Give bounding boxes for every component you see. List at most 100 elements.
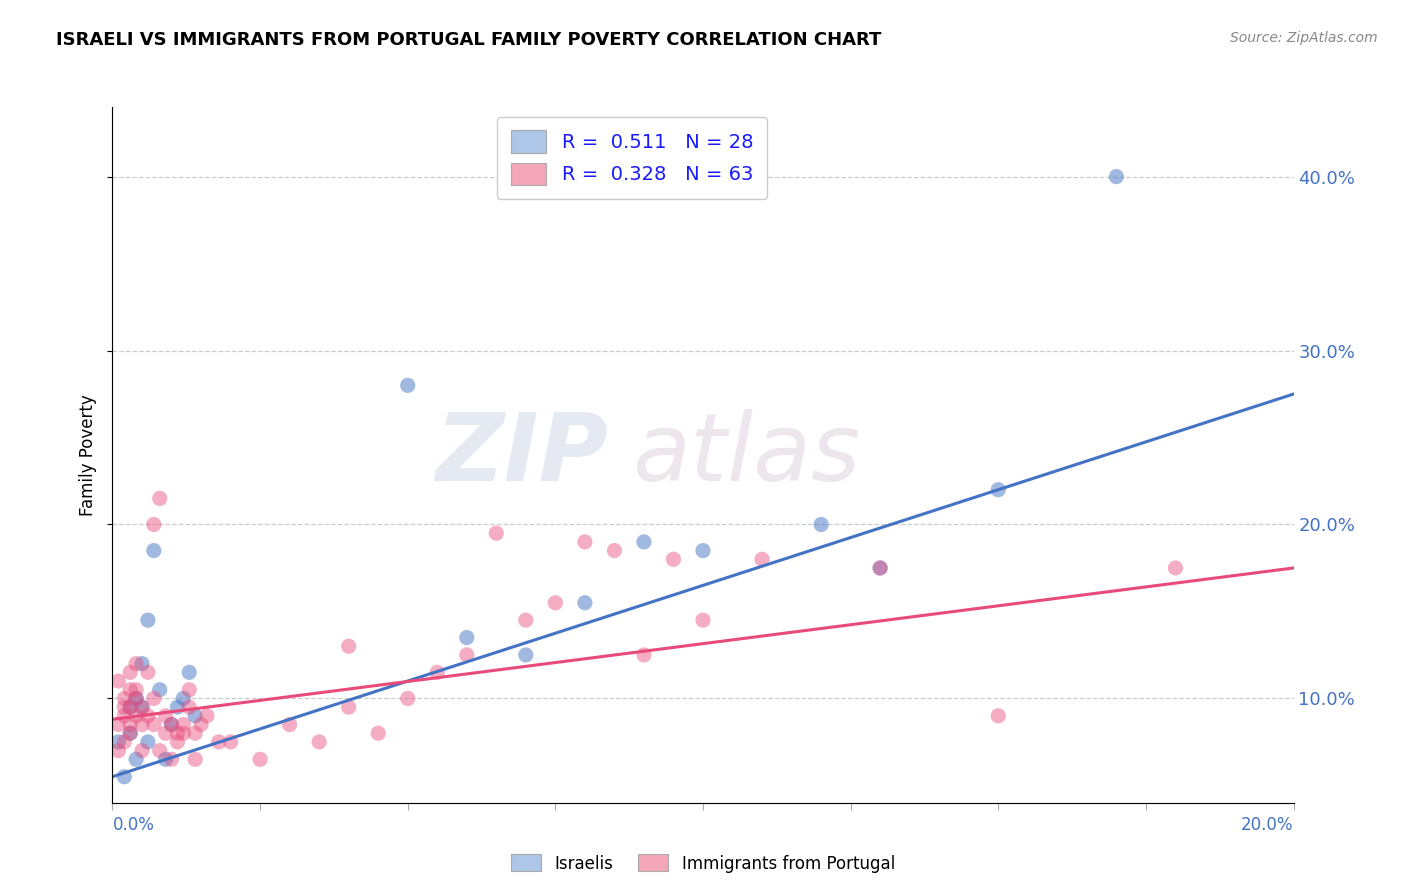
Point bbox=[112, 708, 135, 723]
Point bbox=[456, 648, 478, 662]
Point bbox=[120, 665, 142, 680]
Point bbox=[125, 752, 148, 766]
Point bbox=[515, 648, 537, 662]
Point bbox=[166, 735, 188, 749]
Point bbox=[160, 717, 183, 731]
Point bbox=[751, 552, 773, 566]
Point bbox=[692, 613, 714, 627]
Point bbox=[179, 682, 201, 697]
Point bbox=[142, 717, 165, 731]
Point bbox=[142, 517, 165, 532]
Point bbox=[574, 596, 596, 610]
Point bbox=[125, 691, 148, 706]
Text: ISRAELI VS IMMIGRANTS FROM PORTUGAL FAMILY POVERTY CORRELATION CHART: ISRAELI VS IMMIGRANTS FROM PORTUGAL FAMI… bbox=[56, 31, 882, 49]
Point bbox=[810, 517, 832, 532]
Point bbox=[166, 726, 188, 740]
Point bbox=[125, 691, 148, 706]
Point bbox=[131, 657, 153, 671]
Point bbox=[142, 691, 165, 706]
Text: ZIP: ZIP bbox=[436, 409, 609, 501]
Point bbox=[367, 726, 389, 740]
Point bbox=[149, 744, 172, 758]
Point bbox=[131, 700, 153, 714]
Legend: Israelis, Immigrants from Portugal: Israelis, Immigrants from Portugal bbox=[505, 847, 901, 880]
Point bbox=[125, 657, 148, 671]
Point bbox=[633, 534, 655, 549]
Point bbox=[662, 552, 685, 566]
Point bbox=[107, 744, 129, 758]
Point bbox=[219, 735, 242, 749]
Y-axis label: Family Poverty: Family Poverty bbox=[79, 394, 97, 516]
Point bbox=[396, 378, 419, 392]
Point bbox=[149, 682, 172, 697]
Point bbox=[112, 770, 135, 784]
Point bbox=[869, 561, 891, 575]
Point bbox=[142, 543, 165, 558]
Point bbox=[1164, 561, 1187, 575]
Point bbox=[485, 526, 508, 541]
Point bbox=[195, 708, 218, 723]
Point bbox=[172, 691, 194, 706]
Point bbox=[515, 613, 537, 627]
Point bbox=[107, 735, 129, 749]
Point bbox=[208, 735, 231, 749]
Point bbox=[308, 735, 330, 749]
Point bbox=[869, 561, 891, 575]
Point bbox=[136, 613, 159, 627]
Point bbox=[120, 700, 142, 714]
Point bbox=[337, 639, 360, 653]
Text: atlas: atlas bbox=[633, 409, 860, 500]
Point bbox=[179, 665, 201, 680]
Point bbox=[125, 682, 148, 697]
Point bbox=[166, 700, 188, 714]
Point bbox=[149, 491, 172, 506]
Point bbox=[184, 752, 207, 766]
Point bbox=[179, 700, 201, 714]
Point bbox=[131, 744, 153, 758]
Point bbox=[120, 717, 142, 731]
Point bbox=[125, 708, 148, 723]
Point bbox=[120, 682, 142, 697]
Point bbox=[184, 708, 207, 723]
Text: 20.0%: 20.0% bbox=[1241, 816, 1294, 834]
Point bbox=[249, 752, 271, 766]
Point bbox=[172, 717, 194, 731]
Point bbox=[120, 726, 142, 740]
Point bbox=[426, 665, 449, 680]
Point bbox=[155, 708, 177, 723]
Text: 0.0%: 0.0% bbox=[112, 816, 155, 834]
Point bbox=[544, 596, 567, 610]
Point bbox=[107, 717, 129, 731]
Point bbox=[155, 726, 177, 740]
Point bbox=[633, 648, 655, 662]
Point bbox=[987, 708, 1010, 723]
Point bbox=[456, 631, 478, 645]
Point bbox=[112, 691, 135, 706]
Point bbox=[131, 717, 153, 731]
Point bbox=[172, 726, 194, 740]
Point bbox=[603, 543, 626, 558]
Point bbox=[112, 700, 135, 714]
Point bbox=[184, 726, 207, 740]
Point bbox=[136, 735, 159, 749]
Point bbox=[692, 543, 714, 558]
Point bbox=[574, 534, 596, 549]
Point bbox=[131, 700, 153, 714]
Point bbox=[107, 674, 129, 689]
Point bbox=[160, 717, 183, 731]
Legend: R =  0.511   N = 28, R =  0.328   N = 63: R = 0.511 N = 28, R = 0.328 N = 63 bbox=[498, 117, 766, 199]
Point bbox=[112, 735, 135, 749]
Point bbox=[987, 483, 1010, 497]
Point bbox=[337, 700, 360, 714]
Point bbox=[136, 665, 159, 680]
Text: Source: ZipAtlas.com: Source: ZipAtlas.com bbox=[1230, 31, 1378, 45]
Point bbox=[160, 752, 183, 766]
Point bbox=[396, 691, 419, 706]
Point bbox=[278, 717, 301, 731]
Point bbox=[120, 726, 142, 740]
Point bbox=[136, 708, 159, 723]
Point bbox=[155, 752, 177, 766]
Point bbox=[120, 700, 142, 714]
Point bbox=[1105, 169, 1128, 184]
Point bbox=[190, 717, 212, 731]
